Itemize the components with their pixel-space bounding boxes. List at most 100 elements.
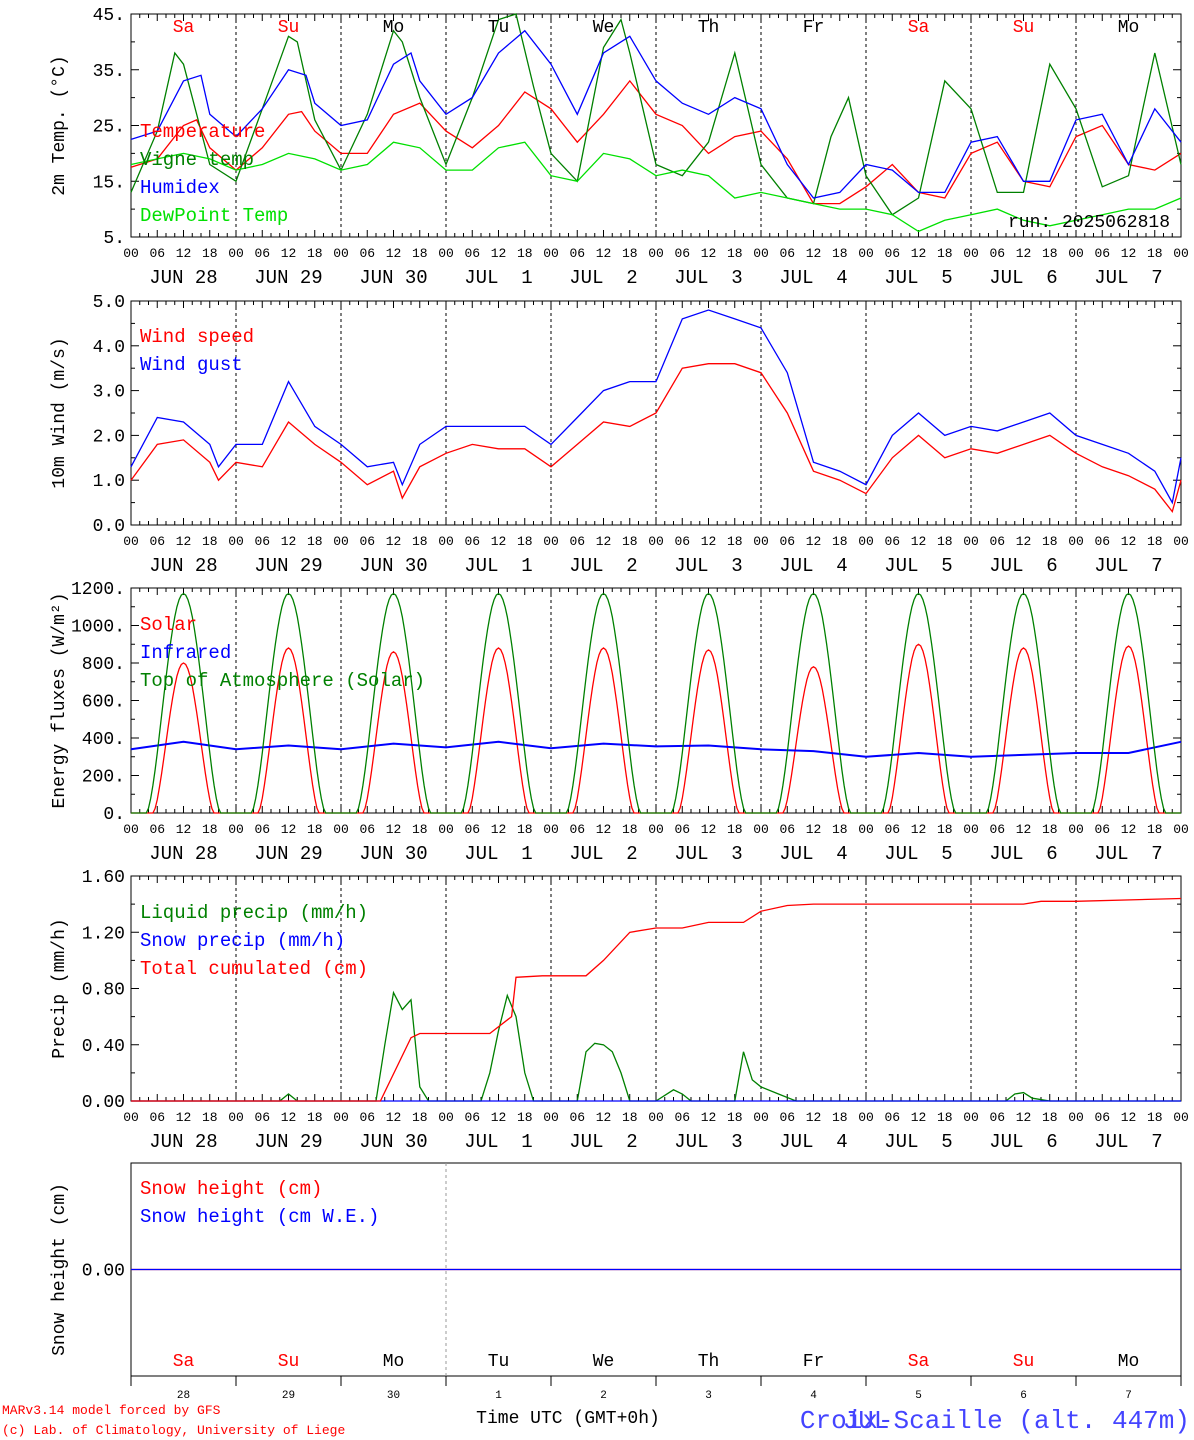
hour-tick-label: 12 <box>1016 246 1032 261</box>
hour-tick-label: 06 <box>569 822 585 837</box>
hour-tick-label: 06 <box>884 822 900 837</box>
hour-tick-label: 18 <box>1042 1110 1058 1125</box>
legend-entry: Vigne temp <box>140 149 254 171</box>
hour-tick-label: 06 <box>674 534 690 549</box>
hour-tick-label: 00 <box>963 822 979 837</box>
date-label: JUN 28 <box>149 843 217 865</box>
hour-tick-label: 00 <box>1068 534 1084 549</box>
hour-tick-label: 06 <box>779 822 795 837</box>
hour-tick-label: 12 <box>491 822 507 837</box>
hour-tick-label: 06 <box>149 246 165 261</box>
day-abbr: Sa <box>908 1352 930 1372</box>
hour-tick-label: 18 <box>622 534 638 549</box>
hour-tick-label: 06 <box>674 822 690 837</box>
date-label: JUL 5 <box>884 843 952 865</box>
hour-tick-label: 00 <box>333 1110 349 1125</box>
date-label: JUL 5 <box>884 555 952 577</box>
hour-tick-label: 00 <box>123 534 139 549</box>
y-tick-label: 1.0 <box>93 472 125 492</box>
hour-tick-label: 12 <box>281 822 297 837</box>
y-tick-label: 5.0 <box>93 293 125 313</box>
y-axis-label: 2m Temp. (°C) <box>50 55 70 195</box>
hour-tick-label: 06 <box>989 822 1005 837</box>
hour-tick-label: 00 <box>438 246 454 261</box>
hour-tick-label: 18 <box>832 246 848 261</box>
panel-wind <box>130 300 1182 526</box>
hour-tick-label: 06 <box>464 246 480 261</box>
hour-tick-label: 18 <box>622 246 638 261</box>
hour-tick-label: 06 <box>1094 1110 1110 1125</box>
date-label: JUN 29 <box>254 267 322 289</box>
hour-tick-label: 18 <box>412 534 428 549</box>
hour-tick-label: 00 <box>228 246 244 261</box>
hour-tick-label: 06 <box>674 1110 690 1125</box>
day-abbr: Sa <box>173 18 195 38</box>
day-abbr: Th <box>698 18 720 38</box>
hour-tick-label: 06 <box>254 1110 270 1125</box>
hour-tick-label: 00 <box>438 822 454 837</box>
date-label: JUL 1 <box>464 1131 532 1153</box>
legend-entry: Snow height (cm) <box>140 1178 322 1200</box>
legend-entry: Total cumulated (cm) <box>140 958 368 980</box>
date-label: JUN 29 <box>254 843 322 865</box>
hour-tick-label: 18 <box>517 822 533 837</box>
day-number: 2 <box>600 1390 607 1402</box>
y-tick-label: 35. <box>93 62 125 82</box>
hour-tick-label: 18 <box>727 1110 743 1125</box>
hour-tick-label: 18 <box>307 246 323 261</box>
hour-tick-label: 12 <box>1016 1110 1032 1125</box>
series-line-energy-2 <box>131 592 1181 814</box>
panel-frame <box>130 13 1182 238</box>
hour-tick-label: 06 <box>1094 822 1110 837</box>
hour-tick-label: 12 <box>911 534 927 549</box>
day-abbr: Mo <box>383 18 405 38</box>
date-label: JUL 2 <box>569 267 637 289</box>
date-label: JUL 4 <box>779 555 847 577</box>
y-tick-label: 0. <box>103 805 125 825</box>
day-abbr: Th <box>698 1352 720 1372</box>
y-tick-label: 15. <box>93 173 125 193</box>
hour-tick-label: 00 <box>963 534 979 549</box>
hour-tick-label: 18 <box>412 1110 428 1125</box>
hour-tick-label: 18 <box>937 822 953 837</box>
hour-tick-label: 18 <box>202 534 218 549</box>
date-label: JUL 2 <box>569 555 637 577</box>
date-label: JUL 7 <box>1094 843 1162 865</box>
legend-entry: Snow height (cm W.E.) <box>140 1206 379 1228</box>
day-number: 3 <box>705 1390 712 1402</box>
hour-tick-label: 18 <box>1147 246 1163 261</box>
hour-tick-label: 12 <box>596 534 612 549</box>
legend-entry: Liquid precip (mm/h) <box>140 902 368 924</box>
hour-tick-label: 18 <box>202 822 218 837</box>
hour-tick-label: 12 <box>806 822 822 837</box>
y-tick-label: 600. <box>82 693 125 713</box>
hour-tick-label: 00 <box>1068 1110 1084 1125</box>
series-line-precip-2 <box>131 897 1182 1102</box>
hour-tick-label: 00 <box>1173 246 1189 261</box>
y-tick-label: 1200. <box>71 580 125 600</box>
hour-tick-label: 06 <box>254 822 270 837</box>
hour-tick-label: 12 <box>806 246 822 261</box>
hour-tick-label: 06 <box>884 246 900 261</box>
hour-tick-label: 12 <box>491 1110 507 1125</box>
hour-tick-label: 18 <box>202 1110 218 1125</box>
hour-tick-label: 18 <box>1042 822 1058 837</box>
hour-tick-label: 06 <box>779 1110 795 1125</box>
y-tick-label: 0.00 <box>82 1093 125 1113</box>
hour-tick-label: 06 <box>569 1110 585 1125</box>
hour-tick-label: 12 <box>596 246 612 261</box>
hour-tick-label: 00 <box>858 1110 874 1125</box>
hour-tick-label: 12 <box>701 822 717 837</box>
y-tick-label: 3.0 <box>93 383 125 403</box>
y-tick-label: 800. <box>82 655 125 675</box>
hour-tick-label: 12 <box>911 246 927 261</box>
hour-tick-label: 00 <box>753 534 769 549</box>
hour-tick-label: 12 <box>701 534 717 549</box>
hour-tick-label: 12 <box>281 1110 297 1125</box>
hour-tick-label: 00 <box>123 822 139 837</box>
series-line-precip-0 <box>131 990 1181 1102</box>
hour-tick-label: 12 <box>911 1110 927 1125</box>
hour-tick-label: 00 <box>858 246 874 261</box>
hour-tick-label: 00 <box>543 822 559 837</box>
